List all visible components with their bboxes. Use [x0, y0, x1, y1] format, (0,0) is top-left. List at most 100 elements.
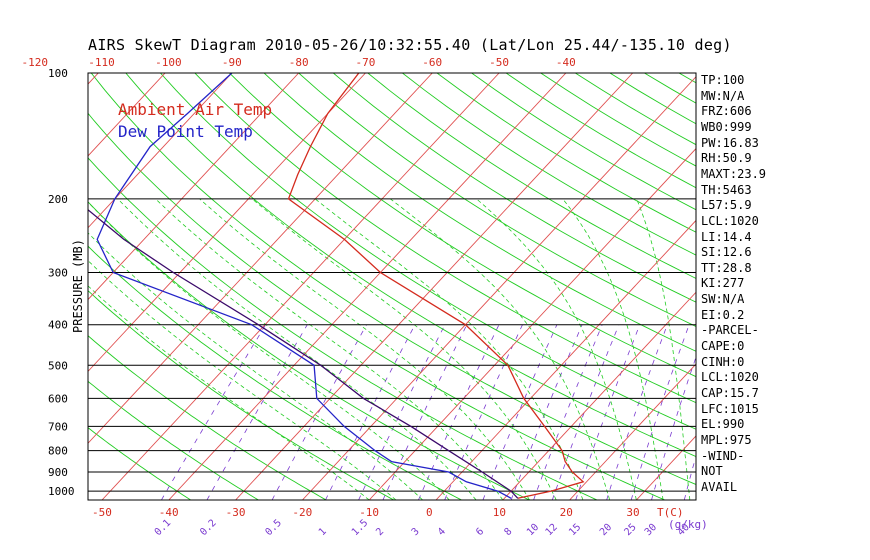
stat-line: MW:N/A — [701, 88, 745, 103]
dry-adiabat-line — [436, 73, 696, 233]
moist-adiabat-line — [251, 198, 557, 500]
dry-adiabat-line — [505, 73, 696, 189]
mixing-ratio-tick-label: 0.1 — [153, 518, 174, 539]
stat-line: WB0:999 — [701, 119, 752, 134]
isotherm-line — [88, 73, 433, 444]
plot-frame — [87, 72, 697, 501]
dry-adiabat-line — [125, 73, 696, 458]
stat-line: L57:5.9 — [701, 198, 752, 213]
mixing-ratio-line — [651, 355, 696, 500]
y-axis-label: PRESSURE (MB) — [71, 239, 85, 333]
mixing-ratio-line — [444, 324, 523, 500]
temp-tick-label: 30 — [626, 506, 639, 519]
mixing-ratio-tick-label: 1 — [317, 526, 329, 538]
mixing-ratio-line — [575, 324, 641, 500]
dry-adiabat-line — [88, 427, 191, 500]
dry-adiabat-line — [333, 73, 696, 303]
pressure-tick-label: 400 — [48, 319, 68, 332]
mixing-ratio-line — [382, 324, 468, 500]
top-temp-tick-label: -70 — [356, 56, 376, 69]
stat-line: TP:100 — [701, 73, 745, 87]
top-temp-tick-label: -80 — [289, 56, 309, 69]
series-line-2 — [88, 208, 519, 499]
stat-line: CAPE:0 — [701, 339, 745, 354]
mixing-ratio-tick-label: 10 — [525, 522, 541, 538]
pressure-tick-label: 900 — [48, 466, 68, 479]
stat-line: EI:0.2 — [701, 307, 745, 322]
isotherm-line — [302, 76, 696, 500]
dry-adiabat-line — [90, 73, 696, 486]
pressure-tick-label: 500 — [48, 359, 68, 372]
mixing-ratio-tick-label: 1.5 — [350, 518, 371, 539]
moist-adiabat-line — [562, 198, 664, 500]
isotherm-line — [168, 73, 567, 500]
stat-line: MAXT:23.9 — [701, 166, 767, 181]
dry-adiabat-line — [471, 73, 696, 211]
stat-line: SW:N/A — [701, 292, 745, 307]
dry-adiabat-line — [402, 73, 696, 256]
stat-line: TT:28.8 — [701, 260, 752, 275]
mixing-ratio-unit-label: (g/kg) — [668, 518, 708, 531]
stat-line: -WIND- — [701, 448, 745, 463]
pressure-tick-label: 300 — [48, 267, 68, 280]
moist-adiabat-line — [88, 285, 370, 500]
pressure-tick-label: 100 — [48, 67, 68, 80]
mixing-ratio-tick-label: 0.2 — [198, 518, 219, 539]
mixing-ratio-line — [325, 324, 416, 500]
isotherm-line — [101, 73, 500, 500]
isotherm-line — [88, 73, 166, 157]
mixing-ratio-tick-label: 30 — [643, 522, 659, 538]
isotherm-line — [435, 219, 696, 500]
pressure-tick-label: 1000 — [48, 485, 75, 498]
temp-tick-label: -30 — [226, 506, 246, 519]
dry-adiabat-line — [88, 157, 598, 500]
series-line-1 — [96, 73, 512, 499]
isotherm-line — [569, 363, 696, 500]
top-temp-tick-label: -120 — [22, 56, 49, 69]
mixing-ratio-line — [606, 324, 668, 500]
stat-line: KI:277 — [701, 276, 745, 291]
dry-adiabat-line — [88, 380, 259, 500]
stat-line: SI:12.6 — [701, 245, 752, 260]
mixing-ratio-line — [418, 324, 500, 500]
legend-ambient-air-temp: Ambient Air Temp — [118, 100, 273, 119]
mixing-ratio-line — [551, 324, 620, 500]
stat-line: MPL:975 — [701, 432, 752, 447]
dry-adiabat-line — [263, 73, 696, 352]
stat-line: FRZ:606 — [701, 104, 752, 119]
mixing-ratio-tick-label: 20 — [598, 522, 614, 538]
temp-tick-label: -10 — [359, 506, 379, 519]
mixing-ratio-line — [630, 324, 690, 500]
top-temp-tick-label: -90 — [222, 56, 242, 69]
stat-line: AVAIL — [701, 479, 738, 494]
top-temp-tick-label: -100 — [155, 56, 182, 69]
mixing-ratio-tick-label: 3 — [410, 526, 422, 538]
mixing-ratio-line — [358, 324, 446, 500]
stat-line: PW:16.83 — [701, 135, 759, 150]
dry-adiabat-line — [229, 73, 696, 378]
isotherm-line — [368, 147, 696, 500]
stat-line: RH:50.9 — [701, 151, 752, 166]
mixing-ratio-tick-label: 2 — [374, 526, 386, 538]
mixing-ratio-line — [206, 324, 308, 500]
mixing-ratio-line — [161, 324, 267, 500]
pressure-tick-label: 200 — [48, 193, 68, 206]
moist-adiabat-line — [88, 201, 450, 500]
mixing-ratio-line — [271, 324, 367, 500]
top-temp-tick-label: -60 — [422, 56, 442, 69]
legend-dew-point-temp: Dew Point Temp — [118, 122, 253, 141]
moist-adiabat-line — [390, 198, 611, 500]
moist-adiabat-line — [88, 260, 397, 500]
mixing-ratio-tick-label: 15 — [567, 522, 583, 538]
stat-line: LCL:1020 — [701, 370, 759, 385]
isotherms — [88, 73, 696, 500]
dry-adiabat-line — [160, 73, 696, 430]
pressure-tick-label: 800 — [48, 445, 68, 458]
mixing-ratio-tick-label: 0.5 — [263, 518, 284, 539]
temp-tick-label: -40 — [159, 506, 179, 519]
moist-adiabat-line — [636, 198, 691, 500]
temp-tick-label: 20 — [560, 506, 573, 519]
stat-line: EL:990 — [701, 417, 745, 432]
moist-adiabat-line — [88, 232, 423, 500]
